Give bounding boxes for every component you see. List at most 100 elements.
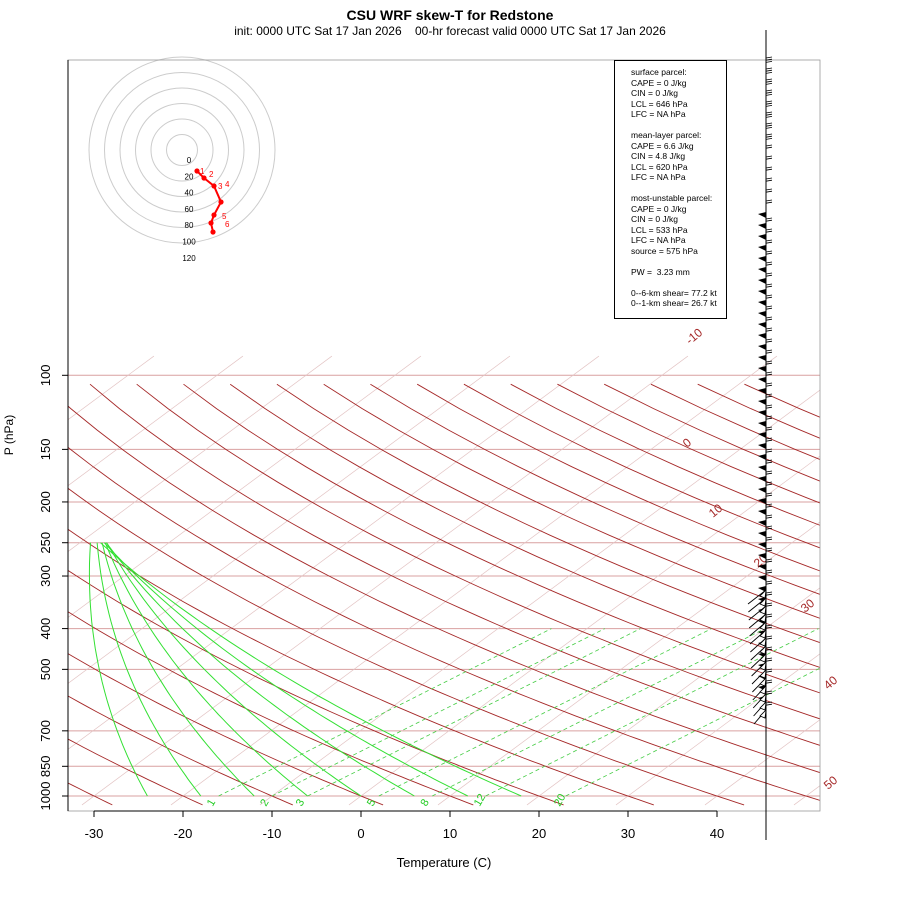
pressure-tick-label: 200: [38, 491, 53, 513]
mean-layer-lfc: LFC = NA hPa: [631, 172, 686, 182]
wind-barb-flag: [758, 223, 766, 229]
surface-lfc: LFC = NA hPa: [631, 109, 686, 119]
wind-barb-low-flag: [759, 676, 767, 687]
isotherm-line: [68, 355, 333, 552]
hodograph-ring: [88, 56, 276, 244]
wind-barb-tick: [765, 558, 773, 561]
wind-barb-tick: [765, 461, 773, 464]
wind-barb-tick: [765, 316, 773, 319]
wind-barb-tick: [765, 703, 773, 706]
isotherm-line: [793, 785, 820, 806]
dry-adiabat-line: [370, 383, 820, 595]
dry-adiabat-line: [229, 383, 820, 668]
wind-barb-flag: [758, 256, 766, 262]
wind-barb-flag: [758, 289, 766, 295]
moist-adiabat-line: [88, 542, 148, 797]
wind-barb-tick: [765, 657, 773, 660]
dry-adiabat-line: [89, 383, 820, 746]
wind-barb-tick: [765, 549, 773, 552]
wind-barb-tick: [765, 157, 773, 160]
wind-barb-tick: [765, 505, 773, 508]
most-unstable-lcl: LCL = 533 hPa: [631, 224, 688, 235]
hodograph-ring: [166, 134, 198, 166]
wind-barb-flag: [758, 212, 766, 218]
wind-barb-low-flag: [759, 708, 767, 719]
wind-barb-flag: [758, 454, 766, 460]
mean-layer-cin: CIN = 4.8 J/kg: [631, 151, 686, 161]
wind-barb-flag: [758, 300, 766, 306]
wind-barb-flag: [758, 575, 766, 581]
temperature-tick-label: 10: [443, 826, 457, 841]
moist-adiabat-line: [103, 542, 469, 797]
temperature-tick-label: -20: [174, 826, 193, 841]
wind-barb-tick: [765, 179, 773, 182]
dry-adiabat-line: [136, 383, 820, 720]
mixing-ratio-label: 12: [472, 792, 489, 809]
wind-barb-flag: [758, 311, 766, 317]
moist-adiabat-line: [106, 542, 362, 797]
wind-barb-tick: [765, 261, 773, 264]
wind-barb-flag: [758, 322, 766, 328]
pressure-tick-label: 850: [38, 755, 53, 777]
wind-barb-low-flag: [759, 668, 767, 679]
profiles-layer: [0, 108, 24, 720]
wind-barb-tick: [765, 580, 773, 583]
hodograph-point: [210, 229, 216, 235]
wind-barb-tick: [765, 448, 773, 451]
dry-adiabat-line: [68, 782, 113, 806]
pressure-tick-label: 700: [38, 720, 53, 742]
wind-barb-tick: [765, 146, 773, 149]
wind-barb-tick: [765, 404, 773, 407]
isotherm-line: [437, 521, 820, 806]
wind-barb-tick: [765, 459, 773, 462]
dry-adiabat-line: [604, 383, 820, 482]
wind-barb-tick: [765, 637, 773, 640]
wind-barb-tick: [765, 327, 773, 330]
dry-adiabat-line: [463, 383, 820, 549]
hodograph-point: [211, 183, 217, 189]
wind-barb-tick: [765, 133, 773, 136]
parcel-info-box: surface parcel: CAPE = 0 J/kg CIN = 0 J/…: [614, 60, 727, 319]
wind-barb-tick: [765, 571, 773, 574]
isotherm-label: -10: [683, 325, 706, 347]
wind-barb-tick: [765, 582, 773, 585]
temperature-tick-label: 20: [532, 826, 546, 841]
hodograph-point: [218, 199, 224, 205]
wind-barb-tick: [765, 72, 773, 74]
surface-cin: CIN = 0 J/kg: [631, 88, 679, 98]
wind-barb-flag: [758, 520, 766, 526]
dry-adiabat-line: [68, 653, 384, 806]
wind-barb-tick: [765, 494, 773, 497]
wind-barb-tick: [765, 382, 773, 385]
wind-barb-tick: [765, 102, 773, 105]
wind-barb-tick: [765, 67, 773, 70]
moist-adiabat-line: [96, 542, 202, 797]
wind-barb-tick: [765, 230, 773, 233]
moist-adiabat-line: [101, 542, 255, 797]
wind-barb-tick: [765, 384, 773, 387]
wind-barb-tick: [765, 503, 773, 506]
mean-layer-parcel-heading: mean-layer parcel:: [631, 130, 702, 140]
wind-barb-tick: [765, 78, 773, 81]
wind-barb-tick: [765, 514, 773, 517]
hodograph-ring: [104, 72, 260, 228]
mixing-ratio-label: 8: [418, 797, 431, 808]
wind-barb-flag: [758, 267, 766, 273]
wind-barb-tick: [765, 360, 773, 363]
wind-barb-tick: [765, 481, 773, 484]
mixing-ratio-line: [378, 628, 712, 797]
wind-barb-flag: [758, 333, 766, 339]
isotherm-line: [81, 355, 689, 806]
hodograph-point-label: 5: [222, 212, 227, 221]
isotherm-line: [883, 356, 900, 805]
wind-barb-tick: [765, 525, 773, 528]
wind-barb-flag: [758, 542, 766, 548]
wind-barb-tick: [765, 285, 773, 288]
wind-barb-tick: [765, 124, 773, 127]
wind-barb-tick: [765, 61, 773, 63]
mean-layer-cape: CAPE = 6.6 J/kg: [631, 140, 694, 151]
wind-barb-tick: [765, 250, 773, 253]
temperature-tick-label: 30: [621, 826, 635, 841]
pressure-tick-label: 250: [38, 532, 53, 554]
wind-barb-tick: [765, 296, 773, 299]
